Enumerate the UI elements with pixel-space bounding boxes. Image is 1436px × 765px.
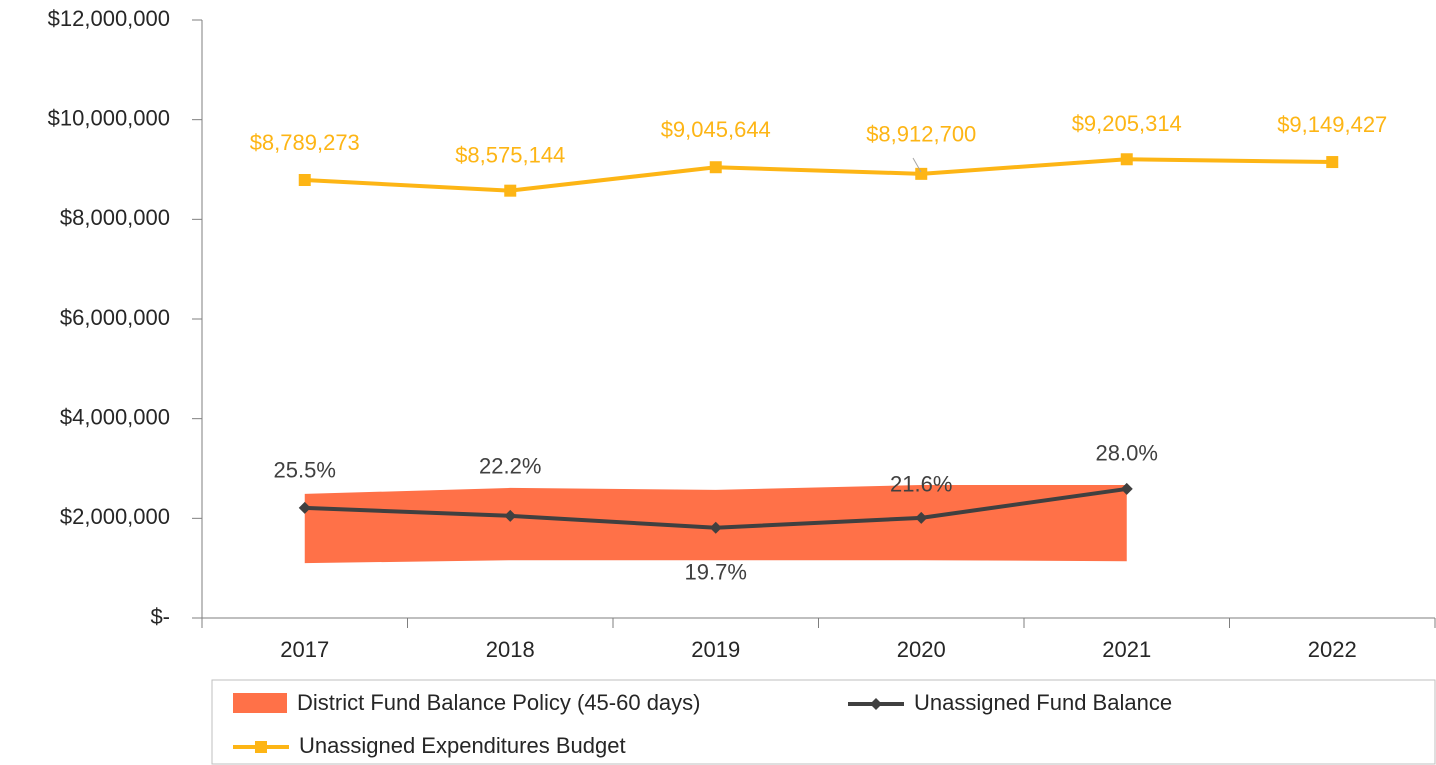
data-label: 25.5%	[274, 458, 336, 483]
point	[1120, 153, 1133, 166]
y-tick-label: $6,000,000	[60, 305, 170, 330]
leader-line	[912, 157, 922, 173]
y-tick-label: $10,000,000	[48, 105, 170, 130]
data-label: $8,789,273	[250, 130, 360, 155]
point	[870, 698, 882, 710]
legend-label: Unassigned Fund Balance	[914, 690, 1172, 715]
point	[298, 501, 311, 514]
point	[504, 509, 517, 522]
x-tick-label: 2021	[1102, 637, 1151, 662]
x-tick-label: 2022	[1308, 637, 1357, 662]
point	[255, 741, 267, 753]
y-tick-label: $4,000,000	[60, 404, 170, 429]
legend-label: District Fund Balance Policy (45-60 days…	[297, 690, 701, 715]
x-tick-label: 2018	[486, 637, 535, 662]
y-tick-label: $12,000,000	[48, 6, 170, 31]
point	[709, 161, 722, 174]
point	[504, 184, 517, 197]
data-label: 28.0%	[1096, 441, 1158, 466]
data-label: 21.6%	[890, 472, 952, 497]
x-tick-label: 2017	[280, 637, 329, 662]
data-label: $9,149,427	[1277, 112, 1387, 137]
point	[915, 167, 928, 180]
data-label: $9,205,314	[1072, 111, 1182, 136]
x-tick-label: 2019	[691, 637, 740, 662]
point	[1120, 482, 1133, 495]
y-tick-label: $2,000,000	[60, 504, 170, 529]
y-tick-label: $-	[150, 604, 170, 629]
legend-box	[211, 679, 1436, 765]
data-label: $8,575,144	[455, 142, 565, 167]
point	[298, 174, 311, 187]
data-label: $9,045,644	[661, 117, 771, 142]
data-label: 22.2%	[479, 454, 541, 479]
line-1	[304, 157, 1333, 193]
point	[709, 521, 722, 534]
point	[1326, 156, 1339, 169]
legend-swatch	[233, 693, 287, 713]
data-label: $8,912,700	[866, 122, 976, 147]
point	[915, 511, 928, 524]
x-tick-label: 2020	[897, 637, 946, 662]
legend-label: Unassigned Expenditures Budget	[299, 733, 626, 758]
y-tick-label: $8,000,000	[60, 205, 170, 230]
data-label: 19.7%	[685, 560, 747, 585]
